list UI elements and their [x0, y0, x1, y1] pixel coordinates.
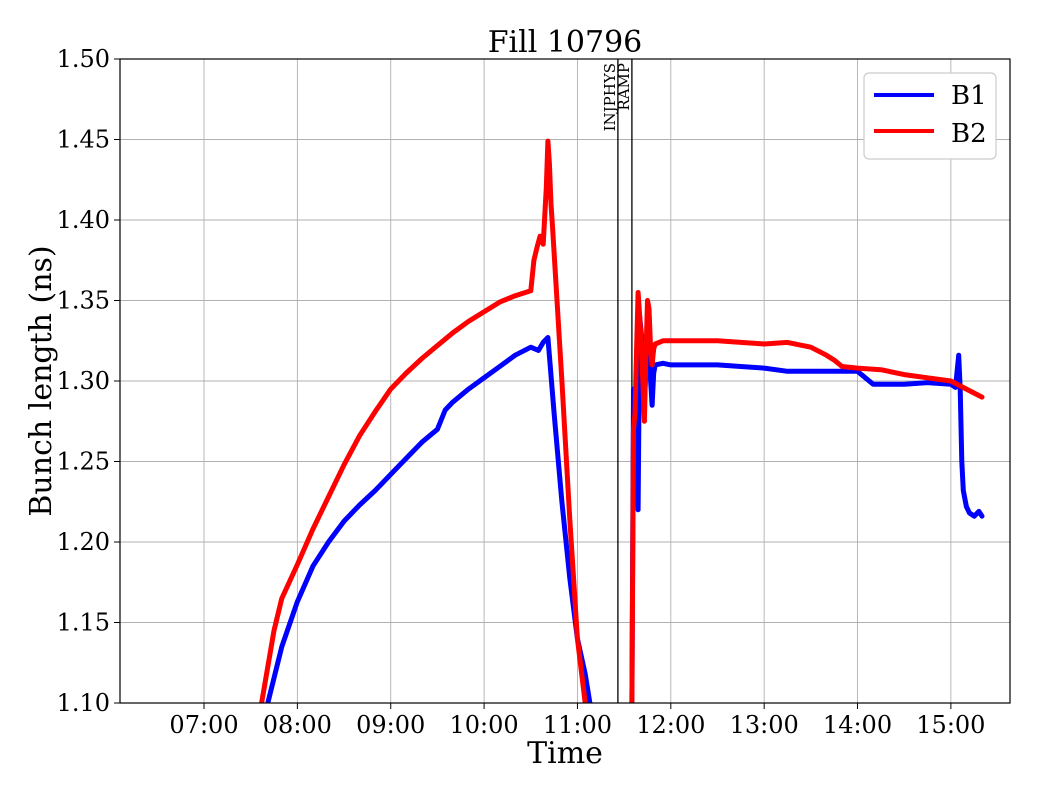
- x-tick-label: 14:00: [823, 711, 892, 739]
- y-tick-label: 1.25: [57, 448, 110, 476]
- x-tick-label: 15:00: [916, 711, 985, 739]
- series-b1: [265, 314, 985, 703]
- legend-label-b2: B2: [951, 119, 987, 149]
- chart-title: Fill 10796: [488, 25, 643, 60]
- marker-label-ramp: RAMP: [615, 63, 633, 111]
- x-tick-label: 13:00: [730, 711, 799, 739]
- y-tick-label: 1.50: [57, 45, 110, 73]
- series-line-b1: [629, 314, 985, 703]
- y-tick-label: 1.40: [57, 206, 110, 234]
- x-tick-label: 11:00: [543, 711, 612, 739]
- series-b2: [259, 138, 985, 703]
- x-tick-label: 09:00: [356, 711, 425, 739]
- y-tick-label: 1.15: [57, 609, 110, 637]
- x-axis-label: Time: [527, 736, 603, 771]
- marker-label-injphys: INJPHYS: [601, 63, 619, 131]
- x-tick-label: 12:00: [636, 711, 705, 739]
- x-tick-label: 07:00: [169, 711, 238, 739]
- x-tick-label: 08:00: [263, 711, 332, 739]
- y-axis-label: Bunch length (ns): [24, 245, 59, 516]
- y-tick-label: 1.20: [57, 528, 110, 556]
- x-axis-ticks: 07:00 08:00 09:00 10:00 11:00 12:00 13:00 14:00…: [169, 703, 985, 739]
- y-tick-label: 1.10: [57, 689, 110, 717]
- y-tick-label: 1.30: [57, 367, 110, 395]
- y-tick-label: 1.45: [57, 126, 110, 154]
- series-layer: [259, 138, 985, 703]
- series-line-b1: [265, 335, 593, 703]
- series-line-b2: [629, 290, 985, 703]
- legend-label-b1: B1: [951, 81, 987, 111]
- y-tick-label: 1.35: [57, 287, 110, 315]
- y-axis-ticks: 1.10 1.15 1.20 1.25 1.30 1.35 1.40 1.45 1.50: [57, 45, 120, 717]
- legend: B1 B2: [863, 72, 997, 160]
- x-tick-label: 10:00: [450, 711, 519, 739]
- series-line-b2: [259, 138, 588, 703]
